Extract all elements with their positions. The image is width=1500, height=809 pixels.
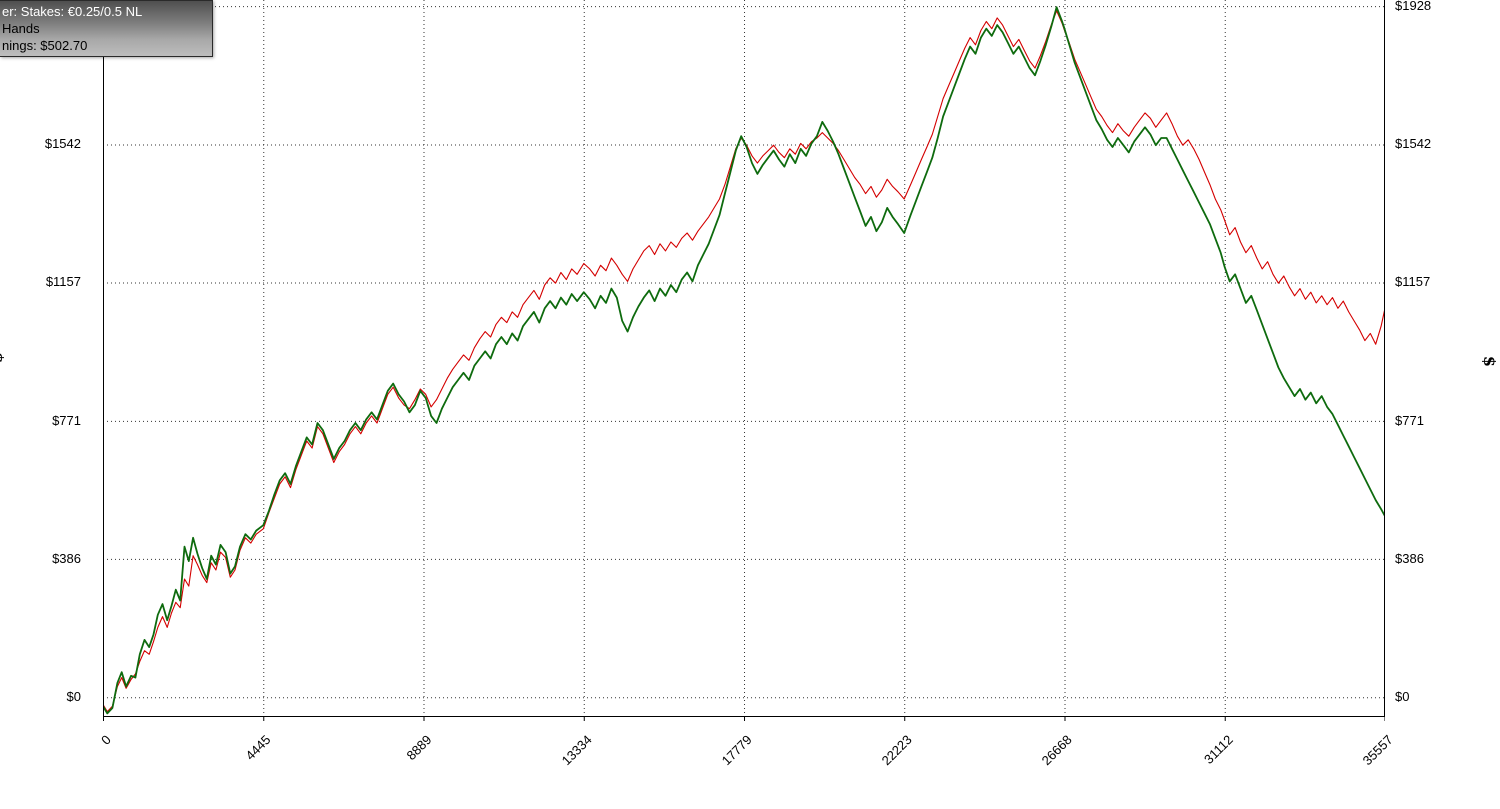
y-tick-label: $1928	[1395, 0, 1432, 14]
y-tick-label: $1157	[45, 274, 81, 290]
chart-plot-area[interactable]	[103, 0, 1385, 722]
x-tick-label: 17779	[718, 732, 755, 769]
x-tick-label: 35557	[1359, 732, 1396, 769]
tooltip-winnings: nings: $502.70	[2, 38, 88, 53]
y-tick-label: $1157	[1395, 274, 1431, 290]
x-tick-label: 0	[97, 732, 114, 748]
y-tick-label: $1542	[1395, 136, 1432, 152]
y-axis-title-right: $	[1480, 355, 1500, 368]
y-tick-label: $0	[1395, 689, 1410, 705]
y-tick-label: $0	[66, 689, 81, 705]
plot-border	[103, 0, 1385, 717]
x-tick-label: 22223	[878, 732, 915, 769]
y-axis-right-labels: $0 $386 $771 $1157 $1542 $1928	[1385, 0, 1500, 722]
x-axis-labels: 0 4445 8889 13334 17779 22223 26668 31112 35557	[98, 722, 1396, 809]
x-tick-label: 31112	[1200, 732, 1236, 767]
tooltip-hands: Hands	[2, 21, 40, 36]
y-tick-label: $771	[52, 412, 81, 428]
winnings-chart[interactable]	[103, 0, 1385, 722]
y-tick-label: $386	[52, 550, 81, 566]
x-tick-label: 8889	[403, 732, 435, 764]
y-axis-left-labels: $0$386$771$1157$1542$1928	[0, 0, 103, 722]
y-axis-title-left: $	[0, 352, 6, 363]
y-tick-label: $1542	[44, 136, 81, 152]
x-tick-label: 26668	[1038, 732, 1076, 769]
hover-tooltip: er: Stakes: €0.25/0.5 NL Hands nings: $5…	[0, 0, 213, 57]
winnings-red-line	[103, 10, 1385, 713]
tooltip-stakes: er: Stakes: €0.25/0.5 NL	[2, 4, 143, 19]
x-tick-label: 4445	[242, 732, 274, 764]
y-tick-label: $771	[1395, 412, 1424, 428]
y-tick-label: $386	[1395, 550, 1424, 566]
x-tick-label: 13334	[558, 732, 595, 769]
winnings-green-line	[103, 6, 1385, 715]
